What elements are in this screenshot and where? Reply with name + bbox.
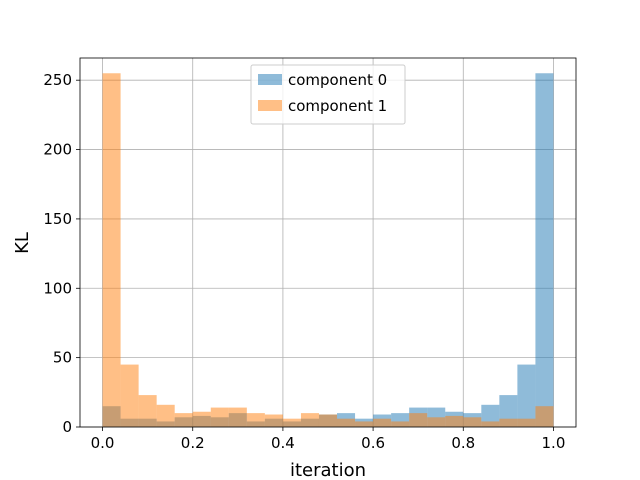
histogram-bar-series-1 xyxy=(156,404,175,427)
legend-box xyxy=(250,64,406,125)
histogram-bar-series-1 xyxy=(228,407,247,427)
histogram-bar-series-1 xyxy=(174,413,193,427)
axes-frame xyxy=(79,57,577,428)
x-tick-label: 0.8 xyxy=(451,434,475,452)
histogram-bar-series-1 xyxy=(445,415,464,427)
legend-swatch-1 xyxy=(258,100,282,111)
bars-layer xyxy=(102,73,554,427)
histogram-bar-series-1 xyxy=(373,418,392,427)
histogram-bar-series-1 xyxy=(391,421,410,427)
histogram-bar-series-1 xyxy=(102,73,121,427)
histogram-bar-series-1 xyxy=(427,417,446,427)
x-tick-label: 0.0 xyxy=(91,434,115,452)
histogram-bar-series-0 xyxy=(517,364,536,427)
axes-layer: 0.0 0.2 0.4 0.6 0.8 1.0 0 50 100 150 200 250 xyxy=(43,57,577,452)
y-axis-label: KL xyxy=(12,232,33,254)
histogram-bar-series-1 xyxy=(337,418,356,427)
y-tick-label: 100 xyxy=(43,279,72,297)
legend-swatch-0 xyxy=(258,74,282,85)
histogram-bar-series-1 xyxy=(246,413,265,427)
histogram-bar-series-1 xyxy=(517,418,536,427)
histogram-bar-series-1 xyxy=(355,421,374,427)
y-tick-label: 50 xyxy=(53,349,72,367)
histogram-bar-series-1 xyxy=(409,413,428,427)
histogram-bar-series-1 xyxy=(300,413,319,427)
histogram-bar-series-1 xyxy=(192,411,211,427)
y-tick-label: 150 xyxy=(43,210,72,228)
histogram-bar-series-1 xyxy=(138,395,157,427)
histogram-bar-series-1 xyxy=(499,418,518,427)
y-tick-label: 200 xyxy=(43,141,72,159)
histogram-bar-series-1 xyxy=(264,414,283,427)
histogram-bar-series-1 xyxy=(210,407,229,427)
x-tick-label: 0.6 xyxy=(361,434,385,452)
histogram-bar-series-1 xyxy=(463,417,482,427)
histogram-bar-series-1 xyxy=(535,406,554,427)
legend-label-1: component 1 xyxy=(288,97,387,115)
y-tick-label: 0 xyxy=(62,418,72,436)
histogram-bar-series-1 xyxy=(481,421,500,427)
x-tick-label: 1.0 xyxy=(542,434,566,452)
histogram-bar-series-1 xyxy=(282,418,301,427)
histogram-bar-series-0 xyxy=(535,73,554,427)
y-tick-label: 250 xyxy=(43,71,72,89)
histogram-bar-series-1 xyxy=(120,364,139,427)
histogram-bar-series-0 xyxy=(481,404,500,427)
x-tick-label: 0.4 xyxy=(271,434,295,452)
histogram-bar-series-1 xyxy=(318,414,338,427)
legend: component 0 component 1 xyxy=(250,64,406,125)
legend-label-0: component 0 xyxy=(288,71,387,89)
x-tick-label: 0.2 xyxy=(181,434,205,452)
x-axis-label: iteration xyxy=(290,460,366,480)
